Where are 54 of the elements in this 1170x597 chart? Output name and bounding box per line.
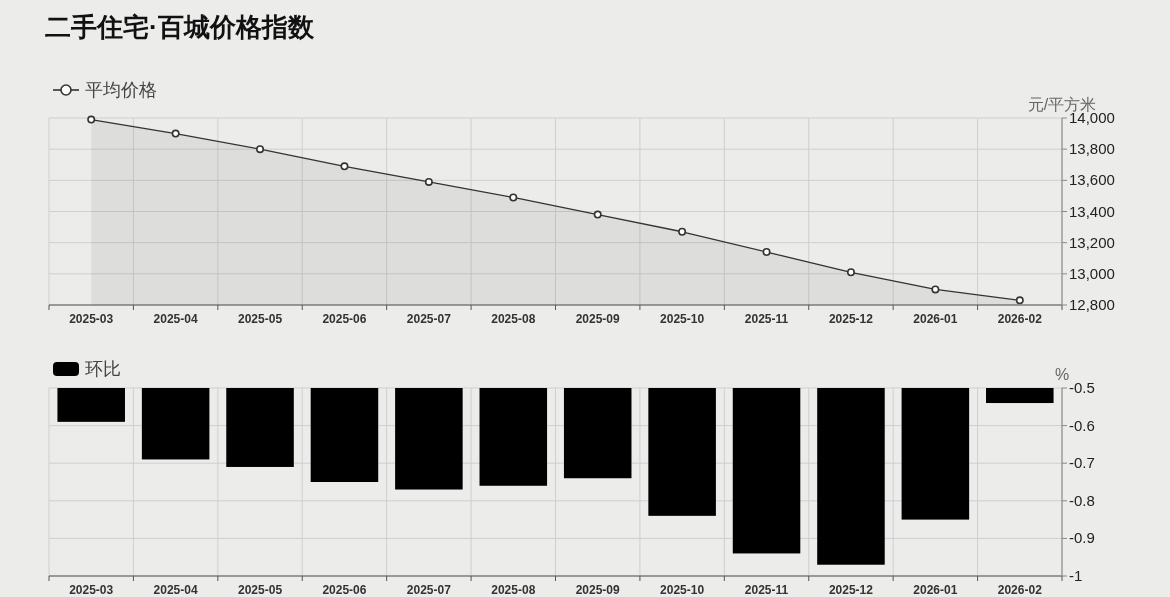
y-tick-label: 13,600 <box>1069 171 1115 189</box>
x-tick-label: 2025-12 <box>828 583 874 597</box>
y-tick-label: 13,000 <box>1069 264 1115 282</box>
point <box>171 129 180 138</box>
y-tick-label: -1 <box>1069 567 1083 584</box>
legend-label: 环比 <box>85 359 121 379</box>
y-tick-label: -0.9 <box>1069 529 1095 547</box>
chart-title: 二手住宅·百城价格指数 <box>45 12 315 42</box>
x-tick-label: 2025-06 <box>322 312 367 326</box>
x-tick-label: 2025-09 <box>575 583 621 597</box>
x-tick-label: 2025-06 <box>322 583 367 597</box>
point <box>509 193 518 202</box>
point <box>340 162 349 171</box>
point <box>678 227 687 236</box>
x-tick-label: 2026-01 <box>913 583 958 597</box>
y-tick-label: -0.8 <box>1069 491 1095 509</box>
x-tick-label: 2025-12 <box>828 312 874 326</box>
x-tick-label: 2025-11 <box>744 583 789 597</box>
point <box>1015 296 1024 305</box>
point <box>762 248 771 257</box>
x-tick-label: 2025-04 <box>153 312 198 326</box>
x-tick-label: 2025-07 <box>406 583 452 597</box>
x-tick-label: 2025-03 <box>69 312 114 326</box>
x-tick-label: 2026-01 <box>913 312 958 326</box>
x-tick-label: 2025-10 <box>660 312 705 326</box>
y-tick-label: 13,200 <box>1069 233 1115 251</box>
x-tick-label: 2025-05 <box>238 312 283 326</box>
y-tick-label: -0.6 <box>1069 416 1095 434</box>
legend: 环比 <box>53 359 121 379</box>
x-tick-label: 2025-09 <box>575 312 621 326</box>
x-tick-label: 2025-05 <box>238 583 283 597</box>
legend-label: 平均价格 <box>85 80 157 100</box>
x-tick-label: 2025-07 <box>406 312 452 326</box>
x-tick-label: 2025-04 <box>153 583 198 597</box>
y-tick-label: -0.5 <box>1069 379 1095 396</box>
x-tick-label: 2025-08 <box>491 312 536 326</box>
x-tick-label: 2025-08 <box>491 583 536 597</box>
y-tick-label: 12,800 <box>1069 296 1115 313</box>
x-tick-label: 2026-02 <box>997 583 1043 597</box>
point <box>593 210 602 219</box>
y-tick-label: 13,400 <box>1069 202 1115 220</box>
x-tick-label: 2025-03 <box>69 583 114 597</box>
x-tick-label: 2026-02 <box>997 312 1043 326</box>
point <box>424 177 433 186</box>
y-tick-label: 13,800 <box>1069 140 1115 158</box>
point <box>87 115 96 124</box>
y-tick-label: -0.7 <box>1069 454 1095 472</box>
legend: 平均价格 <box>52 80 157 100</box>
point <box>846 268 855 277</box>
x-tick-label: 2025-11 <box>744 312 789 326</box>
point <box>931 285 940 294</box>
y-axis-title: % <box>1054 366 1070 383</box>
point <box>256 145 265 154</box>
x-tick-label: 2025-10 <box>660 583 705 597</box>
